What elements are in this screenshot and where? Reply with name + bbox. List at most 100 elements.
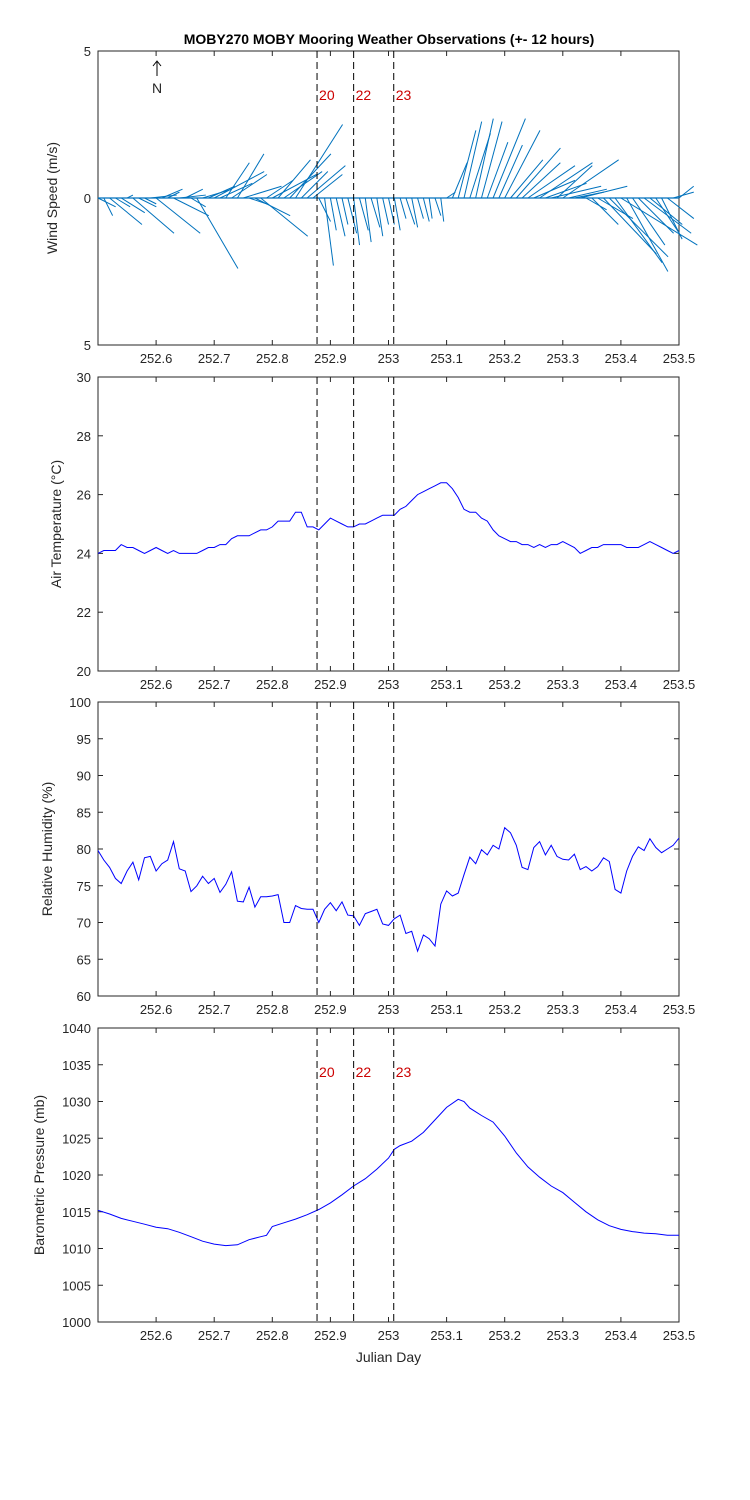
wind-vector <box>231 174 268 199</box>
wind-vector <box>260 197 309 237</box>
wind-vector <box>329 197 337 231</box>
wind-vector <box>190 197 206 208</box>
wind-vector <box>545 182 587 199</box>
x-tick-label: 253.1 <box>430 351 463 366</box>
x-tick-label: 253.2 <box>488 677 521 692</box>
y-tick-label: 1020 <box>62 1168 91 1183</box>
wind-vector <box>364 197 372 243</box>
y-tick-label: 5 <box>84 338 91 353</box>
x-tick-label: 252.8 <box>256 1002 289 1017</box>
wind-vector <box>428 197 433 219</box>
y-tick-label: 80 <box>77 842 91 857</box>
wind-vector <box>405 197 416 225</box>
y-tick-label: 1030 <box>62 1095 91 1110</box>
x-tick-label: 253.4 <box>605 1002 638 1017</box>
wind-vector <box>632 197 666 246</box>
wind-vector <box>161 188 183 199</box>
panel-3: 252.6 252.7 252.8 252.9 253 253.1 253.2 253.3 25… <box>39 695 695 1017</box>
wind-vector <box>138 197 157 208</box>
wind-vector <box>504 130 541 199</box>
x-tick-label: 252.6 <box>140 677 173 692</box>
wind-vector <box>411 197 419 228</box>
wind-vector <box>208 185 236 199</box>
wind-vector <box>347 197 358 234</box>
north-label: N <box>152 80 162 96</box>
wind-vector <box>376 197 384 237</box>
wind-vector <box>289 153 332 199</box>
wind-vector <box>585 197 607 211</box>
x-tick-label: 252.8 <box>256 351 289 366</box>
wind-vector <box>382 197 390 225</box>
wind-vector <box>492 118 526 199</box>
wind-vector <box>603 197 657 255</box>
y-tick-label: 1000 <box>62 1315 91 1330</box>
wind-vector <box>341 197 349 225</box>
x-tick-label: 252.6 <box>140 1002 173 1017</box>
x-tick-label: 253.2 <box>488 1328 521 1343</box>
wind-vector <box>422 197 430 222</box>
wind-vector <box>184 188 204 199</box>
x-tick-label: 253.5 <box>663 351 696 366</box>
wind-vector <box>243 185 282 199</box>
wind-vector <box>475 118 494 199</box>
wind-vector <box>370 197 381 228</box>
wind-vector <box>580 185 628 199</box>
wind-vector <box>167 191 180 199</box>
panel-2: 252.6 252.7 252.8 252.9 253 253.1 253.2 253.3 25… <box>48 370 695 692</box>
wind-vector <box>521 162 561 199</box>
wind-vector <box>469 133 491 199</box>
y-axis-label: Relative Humidity (%) <box>39 782 55 917</box>
y-tick-label: 28 <box>77 429 91 444</box>
wind-vector <box>591 197 619 225</box>
x-tick-label: 253 <box>378 1002 400 1017</box>
x-tick-label: 253.4 <box>605 1328 638 1343</box>
x-tick-label: 253.5 <box>663 1328 696 1343</box>
axes-box <box>97 701 680 997</box>
x-tick-label: 252.9 <box>314 351 347 366</box>
wind-vector <box>335 197 346 237</box>
x-tick-label: 253 <box>378 677 400 692</box>
wind-vector <box>103 197 114 216</box>
wind-vector <box>393 197 401 231</box>
x-tick-label: 252.7 <box>198 677 231 692</box>
wind-vector <box>661 197 683 240</box>
wind-vector <box>480 121 503 199</box>
wind-vector <box>283 171 323 199</box>
wind-vector <box>219 182 253 199</box>
wind-vector <box>539 162 593 199</box>
x-tick-label: 252.7 <box>198 1328 231 1343</box>
x-tick-label: 253.3 <box>547 1328 580 1343</box>
marker-label: 20 <box>319 1064 335 1080</box>
wind-vector <box>120 197 146 214</box>
wind-vector <box>498 144 523 199</box>
y-tick-label: 30 <box>77 370 91 385</box>
y-axis-label: Air Temperature (°C) <box>48 460 64 588</box>
x-tick-label: 253.3 <box>547 351 580 366</box>
marker-label: 23 <box>396 1064 412 1080</box>
wind-vector <box>673 191 694 199</box>
wind-vector <box>312 174 343 199</box>
y-tick-label: 100 <box>69 695 91 710</box>
y-tick-label: 1035 <box>62 1058 91 1073</box>
x-tick-label: 252.9 <box>314 1002 347 1017</box>
wind-vector <box>620 197 698 246</box>
wind-vector <box>457 130 477 199</box>
x-tick-label: 253.1 <box>430 1328 463 1343</box>
wind-vector <box>614 197 663 263</box>
north-arrow-head-icon <box>152 60 162 67</box>
wind-vector <box>324 197 334 266</box>
wind-vector <box>277 159 311 199</box>
marker-label: 22 <box>356 1064 372 1080</box>
wind-vector <box>196 197 239 269</box>
y-tick-label: 70 <box>77 916 91 931</box>
x-tick-label: 252.7 <box>198 351 231 366</box>
y-tick-label: 26 <box>77 488 91 503</box>
y-tick-label: 1010 <box>62 1242 91 1257</box>
figure-title: MOBY270 MOBY Mooring Weather Observation… <box>184 31 595 47</box>
x-tick-label: 253.2 <box>488 1002 521 1017</box>
wind-vector <box>440 197 445 222</box>
wind-vector <box>562 159 619 199</box>
wind-vector <box>649 197 683 225</box>
wind-vector <box>173 197 210 217</box>
wind-vector <box>353 197 361 246</box>
